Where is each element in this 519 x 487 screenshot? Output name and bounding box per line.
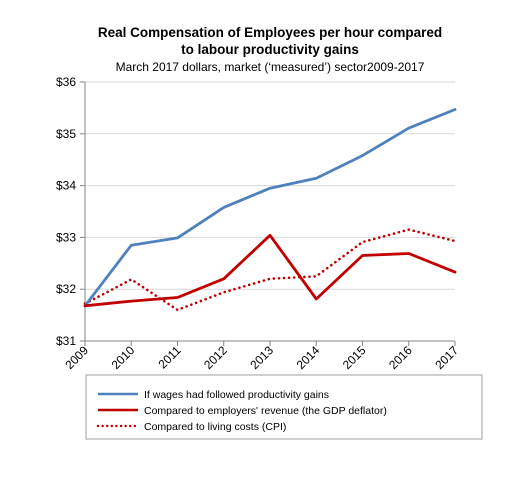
series-line-3 — [83, 228, 457, 312]
y-tick-label-31: $31 — [56, 334, 76, 348]
gridlines — [85, 81, 455, 290]
y-tick-label-36: $36 — [56, 75, 76, 89]
x-tick-labels: 2009 2010 2011 2012 2013 2014 2015 2016 2017 — [62, 343, 461, 372]
legend-box — [85, 374, 483, 440]
series-line-2 — [83, 233, 457, 308]
chart-title-line2: to labour productivity gains — [181, 42, 359, 57]
legend-label-3: Compared to living costs (CPI) — [144, 421, 286, 433]
y-tick-label-33: $33 — [56, 230, 76, 244]
legend: If wages had followed productivity gains… — [96, 389, 387, 433]
y-tick-label-32: $32 — [56, 282, 76, 296]
legend-label-2: Compared to employers' revenue (the GDP … — [144, 405, 387, 417]
x-tick-label-2010: 2010 — [109, 343, 138, 372]
chart-subtitle: March 2017 dollars, market (‘measured’) … — [116, 60, 425, 74]
x-tick-label-2011: 2011 — [155, 343, 183, 371]
y-tick-labels: $31 $32 $33 $34 $35 $36 — [56, 75, 76, 348]
x-tick-label-2012: 2012 — [201, 343, 230, 372]
x-tick-label-2013: 2013 — [247, 343, 276, 372]
x-tick-label-2015: 2015 — [340, 343, 369, 372]
y-tick-label-35: $35 — [56, 127, 76, 141]
x-tick-label-2017: 2017 — [432, 343, 461, 372]
series-lines — [83, 108, 457, 312]
y-tick-label-34: $34 — [56, 179, 76, 193]
legend-label-1: If wages had followed productivity gains — [144, 389, 329, 401]
series-line-1 — [83, 108, 457, 308]
x-tick-label-2014: 2014 — [294, 343, 323, 372]
x-tick-label-2016: 2016 — [386, 343, 415, 372]
chart-title-line1: Real Compensation of Employees per hour … — [98, 25, 442, 40]
axes — [80, 81, 456, 346]
